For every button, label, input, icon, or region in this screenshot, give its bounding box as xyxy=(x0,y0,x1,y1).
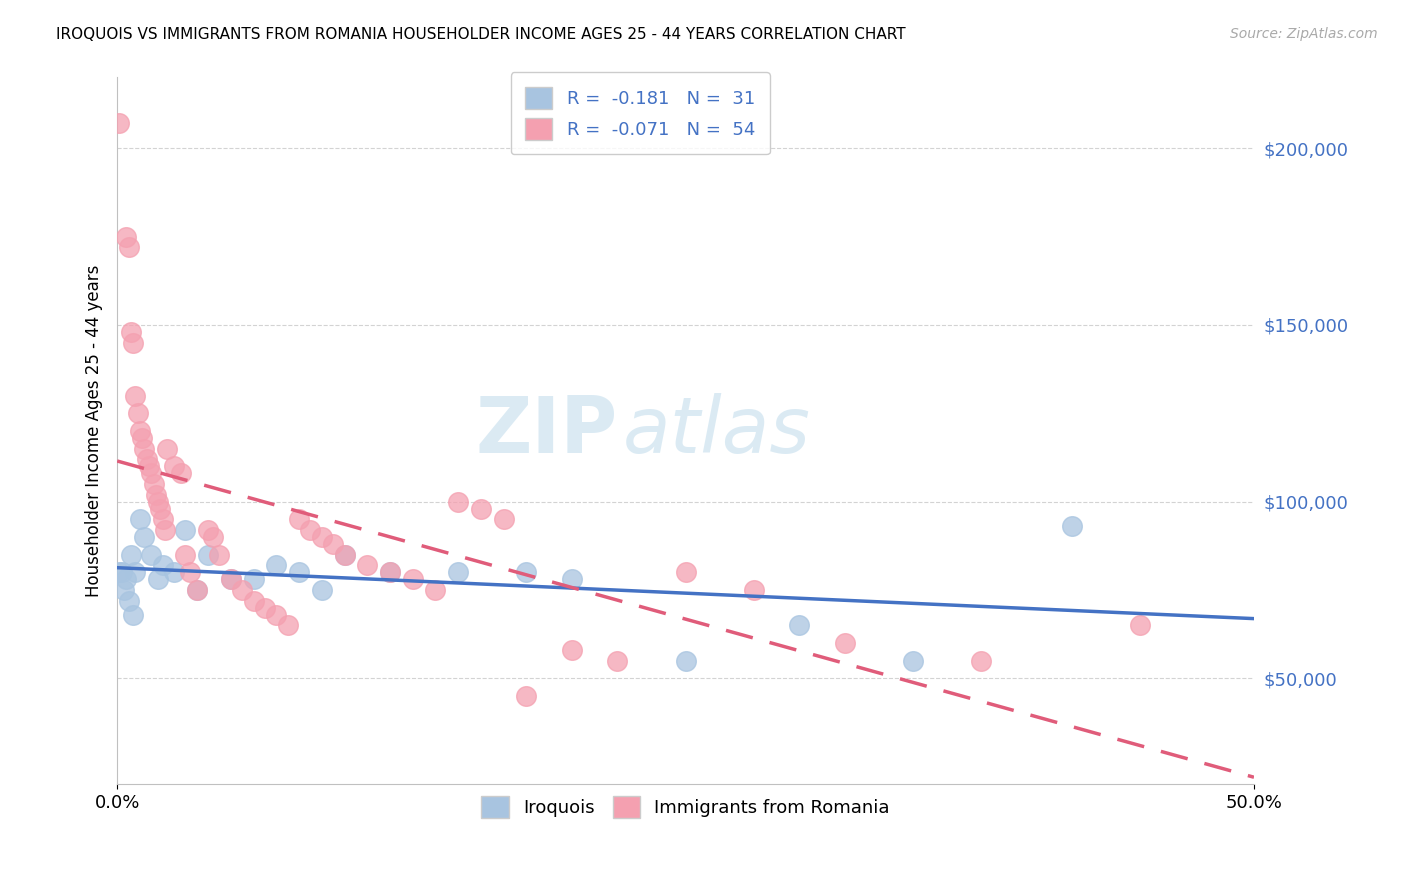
Point xyxy=(447,566,470,580)
Point xyxy=(135,452,157,467)
Point xyxy=(141,548,163,562)
Point xyxy=(470,501,492,516)
Point xyxy=(561,643,583,657)
Point xyxy=(115,229,138,244)
Point xyxy=(378,566,401,580)
Point xyxy=(515,566,537,580)
Legend: Iroquois, Immigrants from Romania: Iroquois, Immigrants from Romania xyxy=(474,789,897,825)
Point xyxy=(742,582,765,597)
Point xyxy=(142,477,165,491)
Point xyxy=(156,442,179,456)
Point xyxy=(153,523,176,537)
Point xyxy=(146,494,169,508)
Point xyxy=(124,388,146,402)
Point xyxy=(561,573,583,587)
Point xyxy=(242,573,264,587)
Point xyxy=(174,523,197,537)
Point xyxy=(122,335,145,350)
Point xyxy=(141,467,163,481)
Point xyxy=(219,573,242,587)
Point xyxy=(186,582,208,597)
Point xyxy=(425,582,447,597)
Point xyxy=(117,240,139,254)
Point xyxy=(606,654,628,668)
Point xyxy=(1062,519,1084,533)
Point xyxy=(117,593,139,607)
Point xyxy=(111,566,134,580)
Point xyxy=(149,501,172,516)
Point xyxy=(288,512,311,526)
Point xyxy=(492,512,515,526)
Point xyxy=(134,442,156,456)
Point xyxy=(120,548,142,562)
Text: ZIP: ZIP xyxy=(475,393,617,469)
Point xyxy=(322,537,344,551)
Point xyxy=(197,523,219,537)
Point xyxy=(146,573,169,587)
Point xyxy=(170,467,193,481)
Point xyxy=(242,593,264,607)
Point xyxy=(112,582,135,597)
Point xyxy=(179,566,201,580)
Point xyxy=(231,582,253,597)
Point xyxy=(197,548,219,562)
Point xyxy=(174,548,197,562)
Point xyxy=(201,530,224,544)
Point xyxy=(675,566,697,580)
Point xyxy=(219,573,242,587)
Point xyxy=(208,548,231,562)
Point xyxy=(122,607,145,622)
Point xyxy=(378,566,401,580)
Point xyxy=(333,548,356,562)
Point xyxy=(266,607,288,622)
Text: IROQUOIS VS IMMIGRANTS FROM ROMANIA HOUSEHOLDER INCOME AGES 25 - 44 YEARS CORREL: IROQUOIS VS IMMIGRANTS FROM ROMANIA HOUS… xyxy=(56,27,905,42)
Y-axis label: Householder Income Ages 25 - 44 years: Householder Income Ages 25 - 44 years xyxy=(86,265,103,597)
Point xyxy=(311,582,333,597)
Point xyxy=(152,558,174,573)
Point xyxy=(129,424,152,438)
Point xyxy=(127,406,149,420)
Point xyxy=(145,487,167,501)
Point xyxy=(134,530,156,544)
Point xyxy=(163,566,186,580)
Point xyxy=(402,573,425,587)
Point xyxy=(124,566,146,580)
Point xyxy=(834,636,856,650)
Point xyxy=(163,459,186,474)
Point xyxy=(277,618,299,632)
Point xyxy=(356,558,378,573)
Point xyxy=(131,431,153,445)
Point xyxy=(311,530,333,544)
Point xyxy=(108,566,131,580)
Point xyxy=(288,566,311,580)
Point xyxy=(138,459,160,474)
Point xyxy=(299,523,322,537)
Point xyxy=(115,573,138,587)
Point xyxy=(970,654,993,668)
Point xyxy=(186,582,208,597)
Point xyxy=(515,689,537,703)
Point xyxy=(333,548,356,562)
Point xyxy=(129,512,152,526)
Text: atlas: atlas xyxy=(623,393,811,469)
Point xyxy=(901,654,924,668)
Point xyxy=(120,325,142,339)
Point xyxy=(447,494,470,508)
Point xyxy=(1129,618,1152,632)
Point xyxy=(675,654,697,668)
Point xyxy=(787,618,810,632)
Point xyxy=(152,512,174,526)
Point xyxy=(266,558,288,573)
Text: Source: ZipAtlas.com: Source: ZipAtlas.com xyxy=(1230,27,1378,41)
Point xyxy=(253,600,276,615)
Point xyxy=(108,116,131,130)
